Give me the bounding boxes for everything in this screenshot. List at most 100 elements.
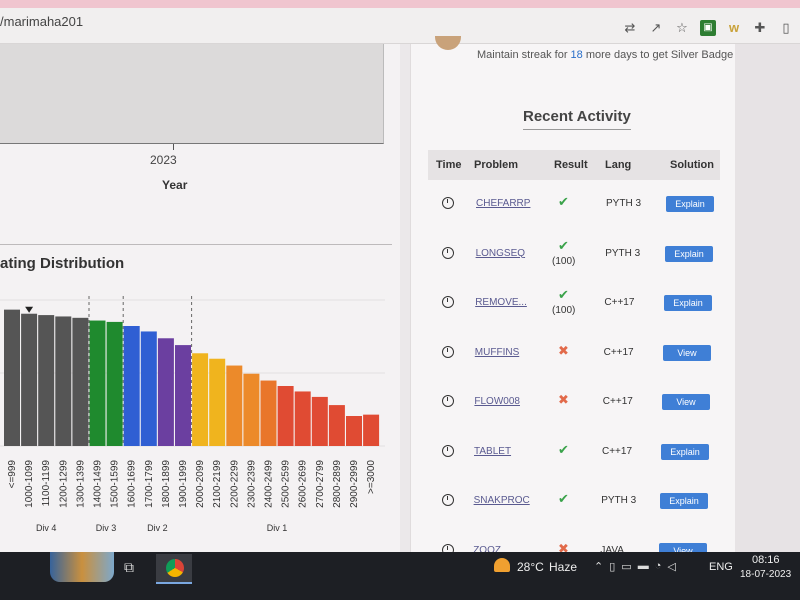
clock-icon[interactable] xyxy=(442,197,454,209)
explain-solution-button[interactable]: Explain xyxy=(660,493,708,509)
rating-bar[interactable] xyxy=(21,313,38,446)
activity-row: SNAKPROC ✔ PYTH 3 Explain xyxy=(428,481,720,531)
clock-icon[interactable] xyxy=(442,345,454,358)
explain-solution-button[interactable]: Explain xyxy=(666,196,714,212)
rating-bar[interactable] xyxy=(226,365,243,446)
sidebar-icon[interactable]: ▯ xyxy=(782,20,790,35)
x-tick-label: <=999 xyxy=(7,460,18,489)
widgets-art[interactable] xyxy=(50,552,114,582)
streak-prefix: Maintain streak for xyxy=(477,49,571,61)
problem-link[interactable]: TABLET xyxy=(474,445,512,457)
rating-bar[interactable] xyxy=(38,315,55,446)
header-time: Time xyxy=(436,159,462,171)
rating-bar[interactable] xyxy=(89,320,106,446)
weather-icon[interactable] xyxy=(494,558,510,572)
task-view-icon[interactable]: ⧉ xyxy=(124,559,134,575)
rating-bar[interactable] xyxy=(72,317,89,446)
x-tick-label: 2400-2499 xyxy=(264,460,275,508)
volume-icon[interactable]: ◁ xyxy=(667,561,676,573)
activity-row: TABLET ✔ C++17 Explain xyxy=(428,432,720,482)
division-label: Div 1 xyxy=(267,523,288,533)
tab-strip[interactable] xyxy=(0,0,800,8)
battery-icon[interactable]: ▬ xyxy=(637,560,649,572)
check-icon: ✔ xyxy=(558,441,569,457)
problem-link[interactable]: SNAKPROC xyxy=(473,495,530,506)
problem-link[interactable]: ZOOZ xyxy=(473,544,501,556)
language-indicator[interactable]: ENG xyxy=(709,561,733,573)
year-chart-plot-area xyxy=(0,44,384,144)
problem-link[interactable]: MUFFINS xyxy=(474,346,520,358)
problem-link[interactable]: FLOW008 xyxy=(474,396,520,407)
rating-bar[interactable] xyxy=(175,345,191,446)
temperature: 28°C xyxy=(517,560,544,574)
x-tick-label: 1400-1499 xyxy=(93,460,104,508)
problem-link[interactable]: LONGSEQ xyxy=(475,247,526,259)
rating-bar[interactable] xyxy=(294,391,311,446)
rating-bar[interactable] xyxy=(157,338,174,446)
clock-icon[interactable] xyxy=(442,494,454,506)
extension-green-icon[interactable]: ▣ xyxy=(700,20,716,36)
rating-bar[interactable] xyxy=(106,321,123,446)
rating-bar[interactable] xyxy=(311,396,328,446)
address-bar[interactable]: /marimaha201 xyxy=(0,14,84,29)
rating-bar[interactable] xyxy=(260,380,277,446)
explain-solution-button[interactable]: Explain xyxy=(664,295,712,311)
clock-icon[interactable] xyxy=(442,444,454,457)
x-tick-label: 2300-2399 xyxy=(246,460,257,508)
share-icon[interactable]: ↗ xyxy=(650,20,662,35)
view-solution-button[interactable]: View xyxy=(662,394,710,410)
problem-link[interactable]: REMOVE... xyxy=(475,297,527,308)
rating-bar[interactable] xyxy=(243,373,260,446)
phone-icon[interactable]: ▯ xyxy=(609,561,616,573)
display-icon[interactable]: ▭ xyxy=(621,561,632,573)
language-value: C++17 xyxy=(603,346,634,358)
clock-date[interactable]: 18-07-2023 xyxy=(740,569,792,580)
rating-bar[interactable] xyxy=(277,386,294,446)
rating-distribution-title: ating Distribution xyxy=(0,255,125,272)
chevron-up-icon[interactable]: ⌃ xyxy=(594,561,604,573)
puzzle-icon[interactable]: ✚ xyxy=(754,20,766,35)
view-solution-button[interactable]: View xyxy=(663,344,711,361)
translate-icon[interactable]: ⇄ xyxy=(624,20,636,35)
x-tick-label: >=3000 xyxy=(366,460,377,494)
wifi-icon[interactable]: ◔ xyxy=(654,560,662,572)
rating-bar[interactable] xyxy=(123,326,140,446)
system-tray: ⌃ ▯ ▭ ▬ ◔ ◁ xyxy=(594,560,676,573)
activity-row: LONGSEQ ✔ (100) PYTH 3 Explain xyxy=(428,234,720,284)
chrome-taskbar-button[interactable] xyxy=(156,554,192,584)
rating-bar[interactable] xyxy=(363,414,380,446)
rating-bar[interactable] xyxy=(55,316,72,446)
rating-bar[interactable] xyxy=(4,309,20,446)
activity-row: MUFFINS ✖ C++17 View xyxy=(428,333,720,383)
x-tick-label: 2000-2099 xyxy=(195,460,206,508)
x-tick-label: 2500-2599 xyxy=(281,460,292,508)
extension-w-icon[interactable]: w xyxy=(728,20,740,35)
language-value: C++17 xyxy=(604,297,635,308)
explain-solution-button[interactable]: Explain xyxy=(665,245,713,262)
rating-bar[interactable] xyxy=(192,353,209,446)
year-axis-tick xyxy=(173,144,174,150)
explain-solution-button[interactable]: Explain xyxy=(661,443,709,460)
clock-icon[interactable] xyxy=(442,296,454,308)
rating-bar[interactable] xyxy=(346,416,362,446)
rating-bar[interactable] xyxy=(140,331,157,446)
language-value: JAVA xyxy=(600,544,624,556)
clock-time[interactable]: 08:16 xyxy=(752,554,780,566)
rating-bar[interactable] xyxy=(209,358,226,446)
x-tick-label: 2600-2699 xyxy=(298,460,309,508)
problem-link[interactable]: CHEFARRP xyxy=(476,198,531,209)
header-result: Result xyxy=(554,159,588,171)
language-value: C++17 xyxy=(602,396,633,407)
clock-icon[interactable] xyxy=(442,246,454,259)
star-icon[interactable]: ☆ xyxy=(676,20,688,35)
activity-row: REMOVE... ✔ (100) C++17 Explain xyxy=(428,283,720,333)
score-value: (100) xyxy=(552,305,576,316)
language-value: C++17 xyxy=(602,445,633,457)
divider xyxy=(0,244,392,245)
check-icon: ✔ xyxy=(558,287,569,302)
division-label: Div 3 xyxy=(96,523,117,533)
language-value: PYTH 3 xyxy=(605,247,641,259)
clock-icon[interactable] xyxy=(442,395,454,407)
x-tick-label: 1300-1399 xyxy=(75,460,86,508)
rating-bar[interactable] xyxy=(328,405,345,446)
